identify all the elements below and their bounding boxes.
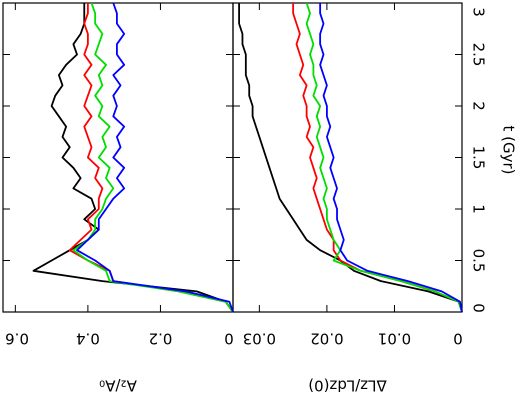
x-tick-label: 2 bbox=[470, 101, 488, 111]
y-tick-label: 0.01 bbox=[378, 330, 411, 348]
x-tick-label: 0.5 bbox=[470, 249, 488, 273]
series-line bbox=[292, 3, 463, 313]
y-tick-label: 0 bbox=[224, 330, 234, 348]
y-axis-label: ΔLz/Ldz(0) bbox=[308, 377, 387, 395]
y-tick-label: 0.03 bbox=[243, 330, 276, 348]
series-line bbox=[305, 2, 463, 313]
series-line bbox=[72, 2, 234, 313]
series-line bbox=[32, 3, 234, 313]
y-tick-label: 0.02 bbox=[310, 330, 343, 348]
x-tick-label: 0 bbox=[470, 303, 488, 313]
series-line bbox=[68, 3, 234, 313]
x-tick-label: 2.5 bbox=[470, 43, 488, 67]
y-tick-label: 0.4 bbox=[76, 330, 100, 348]
series-line bbox=[319, 3, 463, 313]
panel-frame bbox=[2, 2, 234, 313]
x-axis-label: t (Gyr) bbox=[500, 125, 518, 174]
y-tick-label: 0.2 bbox=[149, 330, 173, 348]
y-axis-label: A₂/A₀ bbox=[99, 377, 137, 395]
y-tick-label: 0.6 bbox=[5, 330, 29, 348]
series-line bbox=[76, 2, 234, 313]
x-tick-label: 1.5 bbox=[470, 146, 488, 170]
x-tick-label: 1 bbox=[470, 204, 488, 214]
y-tick-label: 0 bbox=[453, 330, 463, 348]
x-tick-label: 3 bbox=[470, 7, 488, 17]
